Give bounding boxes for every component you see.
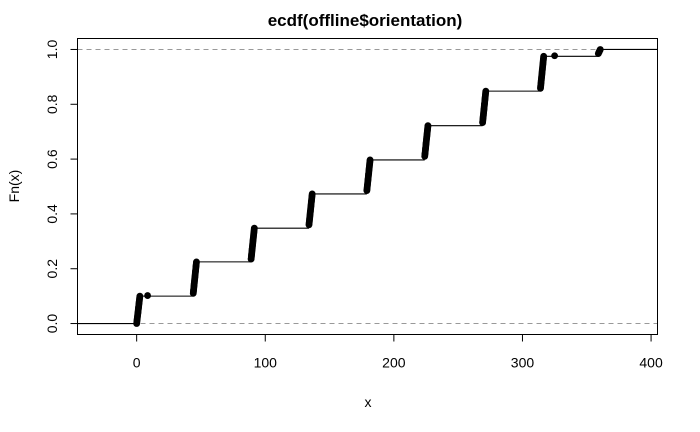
ecdf-point <box>551 52 559 60</box>
y-axis: 0.0 0.2 0.4 0.6 0.8 1.0 <box>44 40 78 334</box>
y-tick-label: 0.6 <box>44 149 60 169</box>
ecdf-point <box>193 258 200 266</box>
y-tick-label: 0.0 <box>44 314 60 334</box>
x-axis-title: x <box>365 394 372 410</box>
x-tick-label: 300 <box>511 355 535 371</box>
x-tick-label: 200 <box>382 355 406 371</box>
chart-title: ecdf(offline$orientation) <box>268 11 463 30</box>
reference-lines <box>77 48 658 325</box>
x-axis: 0 100 200 300 400 <box>133 334 663 371</box>
y-tick-label: 0.8 <box>44 94 60 114</box>
ecdf-point <box>424 122 432 130</box>
y-tick-label: 1.0 <box>44 40 60 60</box>
ecdf-point <box>250 224 258 232</box>
ecdf-points <box>133 46 604 327</box>
y-tick-label: 0.4 <box>44 204 60 224</box>
y-axis-title: Fn(x) <box>6 170 22 203</box>
ecdf-point <box>144 292 151 299</box>
ecdf-point <box>366 156 374 164</box>
ecdf-step-lines <box>77 48 658 325</box>
x-tick-label: 400 <box>639 355 663 371</box>
x-tick-label: 100 <box>254 355 278 371</box>
ecdf-point <box>482 87 490 95</box>
ecdf-point <box>596 46 604 53</box>
x-tick-label: 0 <box>133 355 141 371</box>
ecdf-point <box>308 190 316 198</box>
ecdf-point <box>136 292 144 300</box>
ecdf-point <box>540 52 548 60</box>
y-tick-label: 0.2 <box>44 259 60 279</box>
